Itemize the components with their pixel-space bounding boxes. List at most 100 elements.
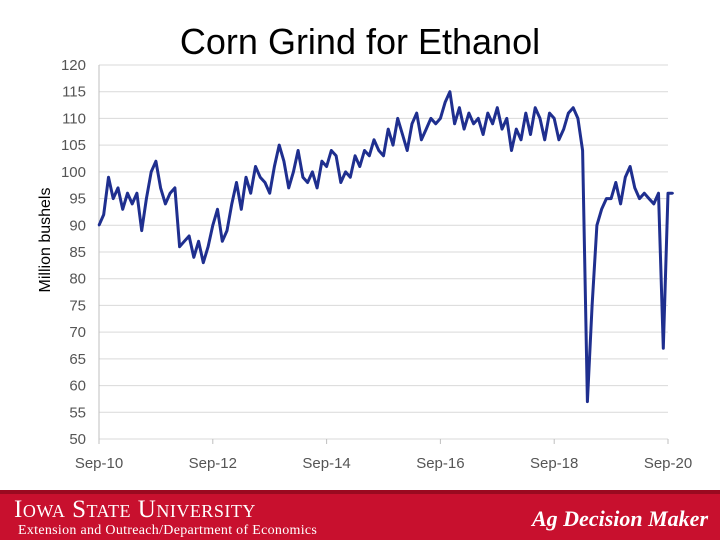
- y-tick-label: 50: [69, 431, 86, 448]
- data-point: [439, 117, 442, 120]
- data-point: [638, 197, 641, 200]
- data-point: [306, 181, 309, 184]
- data-point: [268, 192, 271, 195]
- data-point: [225, 229, 229, 232]
- data-point: [462, 127, 466, 131]
- data-point: [126, 192, 129, 195]
- footer-band: [0, 490, 720, 494]
- data-point: [311, 170, 314, 174]
- data-point: [301, 176, 305, 179]
- data-point: [562, 127, 565, 131]
- data-point: [666, 192, 670, 195]
- data-point: [183, 240, 186, 243]
- data-point: [202, 261, 205, 264]
- data-point: [434, 122, 437, 126]
- data-point: [553, 117, 556, 120]
- data-point: [643, 192, 646, 195]
- data-point: [458, 106, 461, 109]
- data-point: [614, 181, 617, 184]
- y-tick-label: 75: [69, 297, 86, 314]
- data-point: [216, 208, 219, 211]
- data-point: [254, 165, 257, 168]
- y-axis-tick-labels: 50 55 60 65 70 75 80 85 90 95 100 105 110 115 120: [61, 57, 86, 448]
- data-point: [572, 106, 575, 109]
- data-point: [387, 127, 390, 131]
- data-point: [600, 208, 603, 211]
- y-axis-title: Million bushels: [37, 188, 54, 293]
- data-point: [278, 143, 281, 147]
- department-name: Extension and Outreach/Department of Eco…: [18, 523, 318, 538]
- data-point: [581, 149, 584, 152]
- data-point: [496, 106, 499, 109]
- data-point: [576, 117, 580, 120]
- data-point: [406, 149, 409, 152]
- data-point: [500, 127, 504, 131]
- data-point: [662, 347, 665, 350]
- gridlines: [98, 64, 668, 440]
- data-point: [538, 117, 542, 120]
- data-point: [249, 192, 252, 195]
- data-point: [647, 197, 651, 200]
- data-point: [107, 176, 110, 179]
- data-point: [206, 245, 210, 248]
- data-point: [150, 170, 153, 174]
- data-point: [320, 160, 324, 163]
- data-point: [135, 192, 139, 195]
- data-point: [624, 176, 627, 179]
- program-name: Ag Decision Maker: [532, 506, 708, 531]
- footer-bar: Iowa State University Extension and Outr…: [0, 490, 720, 540]
- data-point: [410, 122, 414, 126]
- data-point: [472, 122, 475, 126]
- data-point: [121, 208, 124, 211]
- data-point: [159, 186, 162, 190]
- data-point: [349, 176, 352, 179]
- data-point: [187, 234, 191, 238]
- y-tick-label: 90: [69, 217, 86, 234]
- data-point: [377, 149, 380, 152]
- x-axis-tick-labels: Sep-10 Sep-12 Sep-14 Sep-16 Sep-18 Sep-20: [75, 439, 692, 472]
- series-line-0: [97, 90, 673, 404]
- data-point: [477, 117, 480, 120]
- y-tick-label: 60: [69, 378, 86, 395]
- data-point: [557, 138, 561, 141]
- data-point: [211, 224, 214, 227]
- data-point: [240, 208, 243, 211]
- y-tick-label: 110: [62, 110, 86, 127]
- data-point: [524, 111, 527, 115]
- data-point: [515, 127, 518, 131]
- data-point: [282, 160, 286, 163]
- data-point: [671, 192, 674, 195]
- x-tick-label: Sep-12: [189, 455, 237, 472]
- y-tick-label: 80: [69, 271, 86, 288]
- data-point: [429, 117, 433, 120]
- data-point: [467, 111, 471, 115]
- data-point: [633, 186, 636, 190]
- data-point: [197, 240, 200, 243]
- slide-title: Corn Grind for Ethanol: [179, 21, 541, 62]
- x-tick-label: Sep-18: [530, 455, 578, 472]
- data-point: [420, 138, 423, 141]
- data-point: [486, 111, 489, 115]
- y-tick-label: 65: [69, 351, 86, 368]
- data-point: [491, 122, 494, 126]
- x-tick-label: Sep-10: [75, 455, 123, 472]
- y-tick-label: 85: [69, 244, 86, 261]
- data-point: [339, 181, 342, 184]
- data-point: [425, 127, 428, 131]
- data-point: [112, 197, 115, 200]
- data-point: [154, 160, 158, 163]
- data-point: [140, 229, 143, 232]
- data-point: [481, 133, 485, 136]
- data-point: [519, 138, 523, 141]
- data-point: [396, 117, 399, 120]
- data-point: [652, 202, 655, 206]
- y-tick-label: 105: [61, 137, 86, 154]
- y-tick-label: 115: [62, 84, 86, 101]
- data-point: [505, 117, 508, 120]
- data-point: [401, 133, 404, 136]
- data-point: [534, 106, 537, 109]
- y-tick-label: 100: [61, 164, 86, 181]
- x-tick-label: Sep-14: [302, 455, 350, 472]
- x-tick-label: Sep-16: [416, 455, 464, 472]
- data-point: [173, 186, 177, 190]
